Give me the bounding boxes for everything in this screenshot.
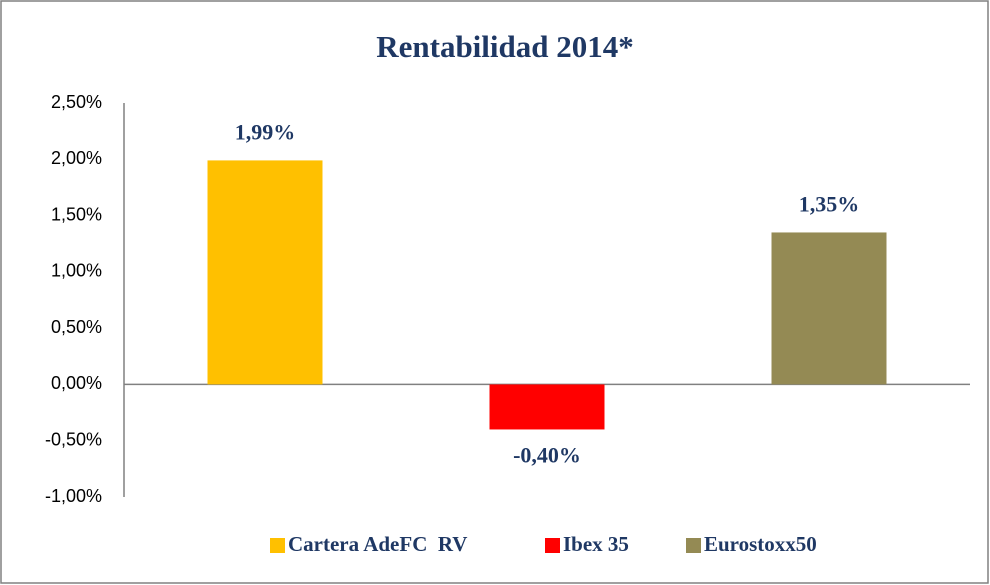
y-tick-label: 2,50%: [51, 92, 102, 112]
data-label: 1,99%: [235, 119, 296, 144]
legend-swatch: [270, 538, 285, 553]
y-tick-label: 1,00%: [51, 261, 102, 281]
bar: [489, 384, 605, 430]
bar: [771, 232, 887, 385]
y-tick-label: 1,50%: [51, 204, 102, 224]
legend-label: Ibex 35: [563, 532, 629, 556]
bar: [207, 160, 323, 385]
legend-swatch: [686, 538, 701, 553]
y-tick-label: -1,00%: [45, 486, 102, 506]
y-tick-label: 2,00%: [51, 148, 102, 168]
chart-title: Rentabilidad 2014*: [376, 29, 634, 64]
y-tick-label: 0,00%: [51, 373, 102, 393]
legend-swatch: [545, 538, 560, 553]
legend-label: Eurostoxx50: [704, 532, 817, 556]
y-tick-label: 0,50%: [51, 317, 102, 337]
data-label: 1,35%: [799, 192, 860, 217]
y-tick-label: -0,50%: [45, 429, 102, 449]
data-label: -0,40%: [513, 443, 581, 468]
legend-label: Cartera AdeFC RV: [288, 532, 467, 556]
